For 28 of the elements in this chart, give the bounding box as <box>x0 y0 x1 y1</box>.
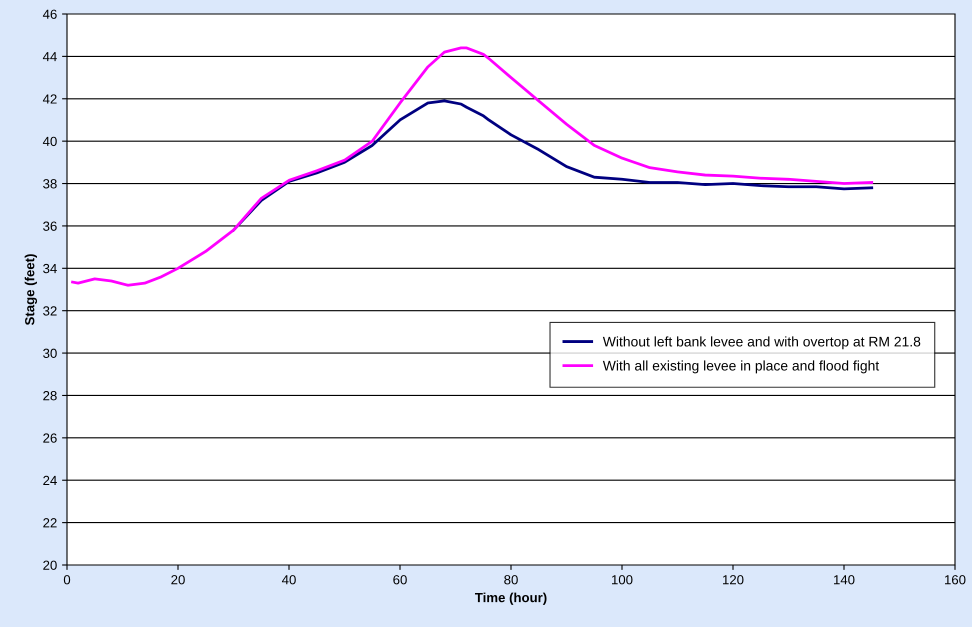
legend-label: Without left bank levee and with overtop at RM 21.8 <box>602 336 920 350</box>
y-tick-label: 32 <box>43 306 57 316</box>
y-tick-label: 26 <box>43 433 57 443</box>
y-tick-label: 20 <box>43 560 57 570</box>
y-tick-label: 28 <box>43 391 57 400</box>
y-axis-title: Stage (feet) <box>24 254 38 326</box>
x-tick-label: 140 <box>834 575 854 584</box>
y-tick-label: 30 <box>43 348 57 358</box>
x-tick-label: 100 <box>612 575 632 584</box>
y-tick-label: 22 <box>43 518 57 528</box>
x-tick-label: 20 <box>171 575 185 584</box>
y-tick-label: 38 <box>43 179 57 188</box>
y-tick-label: 34 <box>43 264 57 274</box>
x-tick-label: 60 <box>393 575 407 584</box>
x-tick-label: 80 <box>504 575 518 584</box>
x-tick-label: 120 <box>723 575 744 584</box>
y-tick-label: 36 <box>43 221 57 231</box>
y-tick-label: 24 <box>43 476 57 486</box>
y-tick-label: 40 <box>42 136 57 146</box>
y-tick-label: 44 <box>42 52 57 62</box>
x-tick-label: 160 <box>945 575 966 584</box>
line-series <box>71 46 874 287</box>
x-tick-label: 40 <box>282 575 296 584</box>
y-tick-label: 46 <box>42 10 57 19</box>
legend-label: With all existing levee in place and flood fight <box>602 360 880 374</box>
y-tick-label: 42 <box>42 94 57 104</box>
x-tick-label: 0 <box>64 575 70 584</box>
x-axis-title: Time (hour) <box>474 592 547 605</box>
